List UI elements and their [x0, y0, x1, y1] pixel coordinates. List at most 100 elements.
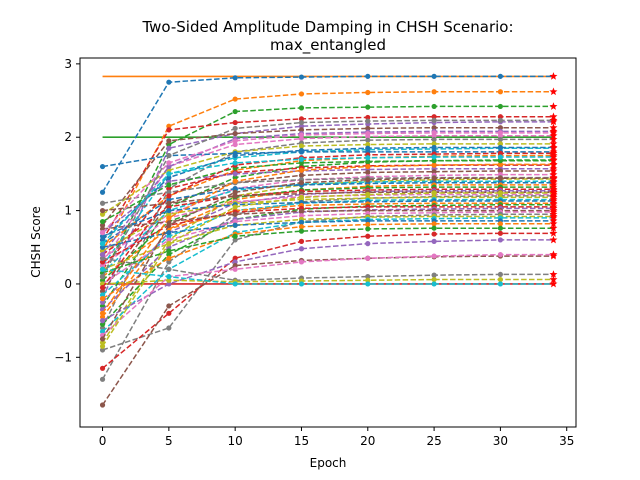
data-point — [232, 263, 238, 269]
data-point — [232, 193, 238, 199]
data-point — [431, 175, 437, 181]
data-point — [497, 144, 504, 151]
data-point — [166, 145, 172, 151]
data-point — [99, 163, 106, 170]
data-point — [99, 233, 106, 239]
data-point — [431, 130, 437, 136]
data-point — [298, 156, 305, 162]
data-point — [99, 336, 106, 342]
data-point — [298, 172, 305, 178]
data-point — [298, 123, 305, 129]
data-point — [99, 218, 106, 225]
series-line — [101, 75, 554, 193]
data-point — [99, 314, 106, 320]
end-star-marker — [549, 223, 558, 232]
data-point — [298, 224, 305, 230]
data-point — [166, 241, 172, 247]
data-point — [431, 141, 437, 147]
data-point — [365, 274, 371, 280]
y-tick-label: 3 — [64, 57, 72, 71]
data-point — [365, 177, 371, 183]
series-line — [102, 227, 554, 274]
data-point — [166, 79, 172, 85]
data-point — [166, 163, 172, 170]
data-point — [232, 152, 238, 159]
data-point — [232, 178, 238, 184]
data-point — [298, 167, 305, 173]
data-point — [431, 190, 437, 196]
data-point — [365, 255, 371, 261]
data-point — [298, 119, 305, 126]
data-point — [365, 226, 371, 232]
data-point — [166, 252, 172, 258]
series-line — [102, 198, 554, 296]
data-point — [166, 185, 172, 192]
data-point — [431, 158, 437, 164]
end-star-marker — [549, 235, 558, 244]
data-point — [166, 193, 172, 199]
data-point — [431, 238, 437, 244]
data-point — [99, 274, 106, 280]
data-point — [298, 259, 305, 265]
data-point — [497, 271, 504, 278]
data-point — [232, 130, 238, 137]
data-point — [298, 143, 305, 149]
series-line — [101, 115, 554, 241]
data-point — [166, 160, 172, 166]
data-point — [431, 272, 437, 278]
y-tick-label: −1 — [54, 350, 72, 364]
data-point — [497, 230, 504, 236]
data-point — [232, 138, 238, 144]
y-tick-label: 1 — [64, 204, 72, 218]
x-tick-label: 30 — [493, 434, 508, 448]
data-point — [232, 108, 238, 115]
data-point — [166, 171, 172, 177]
data-point — [166, 215, 172, 221]
data-point — [431, 73, 437, 79]
data-point — [99, 277, 106, 283]
data-point — [166, 255, 172, 261]
data-point — [497, 73, 504, 79]
data-point — [166, 174, 172, 181]
data-point — [232, 189, 238, 195]
data-point — [232, 141, 238, 148]
data-point — [365, 169, 371, 176]
end-star-marker — [549, 128, 558, 137]
data-point — [298, 160, 305, 166]
data-point — [365, 233, 371, 239]
data-point — [497, 175, 504, 181]
series-line — [102, 143, 554, 215]
data-point — [166, 233, 172, 239]
series-line — [102, 220, 554, 249]
data-point — [166, 237, 172, 243]
series-line — [101, 119, 554, 277]
series-line — [102, 188, 554, 256]
series-41 — [99, 219, 558, 302]
data-point — [365, 277, 371, 283]
end-star-marker — [549, 160, 558, 168]
data-point — [365, 158, 371, 165]
series-line — [102, 206, 554, 263]
y-axis-label: CHSH Score — [29, 206, 43, 277]
data-point — [232, 233, 238, 239]
data-point — [99, 347, 106, 353]
data-point — [99, 255, 106, 261]
data-point — [232, 96, 238, 102]
data-point — [298, 116, 305, 122]
data-point — [166, 204, 172, 210]
data-point — [166, 274, 172, 280]
data-point — [365, 130, 371, 137]
series-line — [102, 159, 554, 223]
series-line — [102, 223, 554, 300]
data-point — [298, 228, 305, 234]
data-point — [497, 114, 504, 120]
data-point — [166, 281, 172, 287]
data-point — [497, 190, 504, 196]
data-point — [232, 259, 238, 265]
end-star-marker — [549, 250, 558, 258]
series-line — [101, 177, 554, 340]
data-point — [365, 218, 371, 224]
end-star-marker — [549, 270, 558, 278]
data-point — [166, 189, 172, 195]
series-55 — [99, 174, 558, 342]
